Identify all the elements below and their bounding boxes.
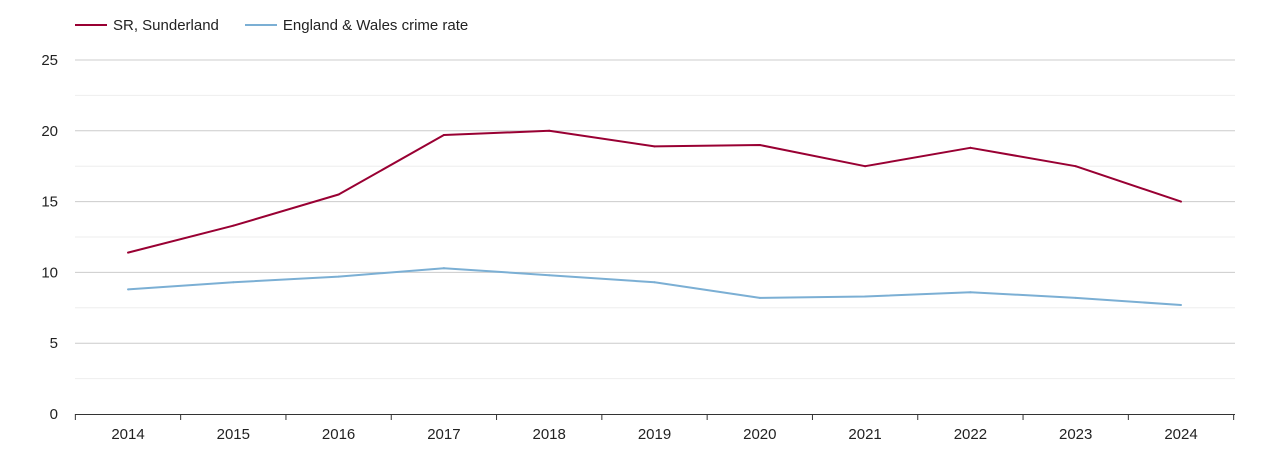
- data-point[interactable]: [548, 129, 551, 132]
- data-point[interactable]: [653, 281, 656, 284]
- data-point[interactable]: [969, 291, 972, 294]
- data-point[interactable]: [864, 165, 867, 168]
- data-point[interactable]: [442, 267, 445, 270]
- data-point[interactable]: [1180, 200, 1182, 203]
- data-point[interactable]: [232, 224, 235, 227]
- data-point[interactable]: [1074, 165, 1077, 168]
- legend-swatch-england-wales: [244, 24, 277, 26]
- data-point[interactable]: [969, 146, 972, 149]
- series-lines: [127, 129, 1182, 306]
- legend-label-england-wales: England & Wales crime rate: [282, 16, 469, 34]
- data-point[interactable]: [653, 145, 656, 148]
- series-line-0[interactable]: [127, 129, 1182, 254]
- data-point[interactable]: [232, 281, 235, 284]
- y-tick-label: 20: [41, 123, 58, 140]
- data-point[interactable]: [758, 143, 761, 146]
- data-point[interactable]: [758, 296, 761, 299]
- legend-item-sunderland[interactable]: SR, Sunderland: [75, 17, 219, 34]
- legend-label-sunderland: SR, Sunderland: [113, 16, 219, 34]
- chart-legend: SR, Sunderland England & Wales crime rat…: [75, 14, 494, 36]
- x-tick-label: 2015: [217, 426, 250, 443]
- data-point[interactable]: [337, 275, 340, 278]
- x-tick-label: 2023: [1059, 426, 1092, 443]
- y-tick-label: 15: [41, 194, 58, 211]
- x-tick-label: 2019: [638, 426, 671, 443]
- data-point[interactable]: [442, 134, 445, 137]
- axes: 0 5 10 15 20 25 2014 2015 2016 2017 2018 2019 2020 20…: [41, 52, 1235, 443]
- data-point[interactable]: [1180, 303, 1182, 306]
- x-tick-label: 2022: [954, 426, 987, 443]
- data-point[interactable]: [127, 288, 129, 291]
- series-line-1[interactable]: [127, 267, 1182, 306]
- data-point[interactable]: [864, 295, 867, 298]
- data-point[interactable]: [127, 251, 129, 254]
- y-tick-label: 0: [50, 406, 58, 423]
- x-tick-label: 2014: [111, 426, 144, 443]
- legend-item-england-wales[interactable]: England & Wales crime rate: [244, 16, 469, 34]
- y-tick-label: 10: [41, 264, 58, 281]
- y-tick-label: 25: [41, 52, 58, 69]
- x-tick-label: 2024: [1164, 426, 1197, 443]
- x-tick-label: 2021: [848, 426, 881, 443]
- data-point[interactable]: [337, 193, 340, 196]
- y-tick-label: 5: [50, 335, 58, 352]
- x-tick-label: 2018: [533, 426, 566, 443]
- data-point[interactable]: [548, 274, 551, 277]
- x-tick-label: 2017: [427, 426, 460, 443]
- data-point[interactable]: [1074, 296, 1077, 299]
- grid-lines: [75, 59, 1235, 380]
- x-tick-label: 2016: [322, 426, 355, 443]
- x-tick-label: 2020: [743, 426, 776, 443]
- legend-swatch-sunderland: [75, 24, 107, 26]
